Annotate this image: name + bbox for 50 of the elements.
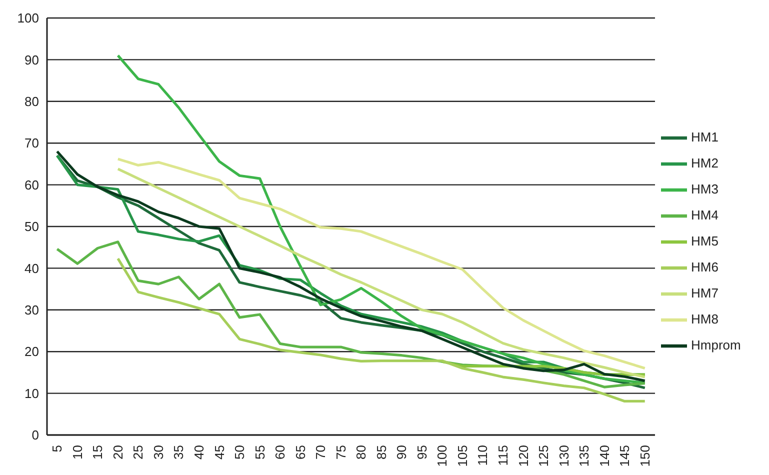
legend-label: HM8 — [691, 310, 718, 326]
y-tick-label: 0 — [32, 428, 39, 443]
x-tick-label: 110 — [475, 445, 490, 466]
y-tick-label: 80 — [24, 94, 39, 110]
x-tick-label: 80 — [354, 445, 369, 460]
legend-label: HM4 — [691, 206, 718, 222]
x-tick-label: 30 — [150, 445, 166, 460]
y-tick-label: 50 — [24, 219, 39, 234]
y-tick-label: 70 — [24, 136, 39, 151]
x-tick-label: 65 — [292, 445, 308, 460]
x-tick-label: 45 — [212, 445, 227, 460]
x-tick-label: 105 — [454, 445, 470, 467]
legend-label: HM5 — [691, 232, 718, 248]
x-tick-label: 40 — [192, 445, 206, 460]
x-tick-label: 120 — [516, 445, 531, 467]
y-tick-label: 60 — [24, 177, 39, 192]
y-tick-label: 100 — [17, 10, 39, 26]
y-tick-label: 10 — [24, 386, 39, 401]
x-tick-label: 75 — [333, 445, 348, 460]
x-tick-label: 15 — [90, 445, 106, 460]
y-tick-label: 20 — [24, 344, 39, 360]
legend-label: HM2 — [691, 154, 718, 170]
x-tick-label: 100 — [434, 445, 450, 467]
y-tick-label: 40 — [24, 260, 39, 276]
x-tick-label: 50 — [232, 445, 248, 460]
legend-label: HM3 — [691, 180, 718, 196]
legend-label: HM1 — [691, 128, 718, 144]
x-tick-label: 60 — [272, 445, 288, 460]
x-tick-label: 20 — [110, 445, 126, 460]
x-tick-label: 35 — [171, 445, 186, 460]
x-tick-label: 140 — [596, 445, 612, 467]
x-tick-label: 70 — [313, 445, 328, 460]
x-tick-label: 115 — [496, 445, 510, 466]
x-tick-label: 10 — [70, 445, 85, 460]
legend-label: HM6 — [691, 258, 718, 274]
x-tick-label: 135 — [576, 445, 592, 467]
x-tick-label: 25 — [130, 445, 146, 460]
x-tick-label: 55 — [252, 445, 268, 460]
x-tick-label: 130 — [556, 445, 572, 467]
x-tick-label: 95 — [414, 445, 430, 460]
y-tick-label: 90 — [24, 52, 39, 68]
x-tick-label: 150 — [637, 445, 652, 467]
x-tick-label: 145 — [617, 445, 632, 467]
legend-label: Hmprom — [691, 336, 741, 352]
y-tick-label: 30 — [24, 302, 39, 318]
legend-label: HM7 — [691, 284, 718, 300]
x-tick-label: 90 — [394, 445, 410, 460]
x-tick-label: 5 — [50, 445, 65, 452]
x-tick-label: 85 — [374, 445, 389, 460]
x-tick-label: 125 — [536, 445, 552, 467]
